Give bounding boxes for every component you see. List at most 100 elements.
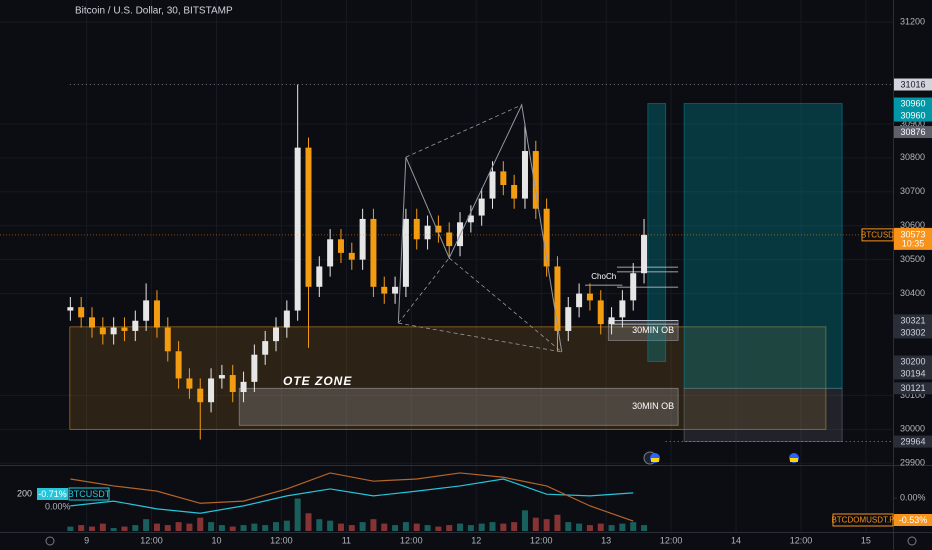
zone [647,103,667,362]
y-tick-label: 31200 [900,16,925,26]
y-tick-label: 30500 [900,254,925,264]
x-tick-label: 11 [342,535,351,545]
x-tick-label: 12:00 [140,535,163,545]
log-icon-ring [907,536,917,546]
volume-bar [619,523,626,531]
volume-bar [370,519,377,531]
candle-body [305,147,312,287]
candle-body [132,320,139,331]
x-tick-label: 12:00 [530,535,553,545]
legend-name: BTCUSDT [68,489,111,499]
volume-bar [381,523,388,531]
candle-body [240,381,247,393]
y-tick-label: 30400 [900,288,925,298]
candle-body [218,375,225,379]
event-icon[interactable] [643,451,660,465]
candle-body [164,327,171,352]
x-tick-label: 12 [471,535,481,545]
candle-body [110,327,117,335]
price-badge-bg [894,355,932,368]
volume-bar [251,523,258,531]
volume-bar [608,525,615,531]
change-badge-bg [894,514,932,526]
volume-bar [110,528,117,531]
volume-bar [457,523,464,531]
candle-body [381,286,388,294]
candle-body [121,327,128,331]
pattern-line [397,103,563,353]
candle-body [99,327,106,335]
event-icon-flag-band [790,458,798,462]
level-label: ChoCh [591,272,616,281]
volume-bar [489,522,496,531]
price-badge-bg [894,78,932,91]
candle-body [89,317,96,328]
volume-bar [565,522,572,531]
price-badge-bg [894,126,932,139]
volume-bar [641,525,648,531]
y-tick-label: 30700 [900,186,925,196]
volume-bar [348,525,355,531]
volume-bar [262,525,269,531]
candle-body [413,218,420,240]
candle-body [489,171,496,199]
volume-bar [392,525,399,531]
event-icon[interactable] [789,453,799,463]
volume-bar [359,522,366,531]
volume-bar [435,526,442,531]
log-icon[interactable] [907,536,917,546]
candle-body [327,239,334,267]
zone-label: 30MIN OB [632,325,674,335]
volume-bar [630,522,637,531]
volume-bar [164,525,171,531]
candle-body [467,215,474,223]
legend-badge-bg [68,487,110,501]
zone [238,387,679,426]
candle-body [262,341,269,355]
volume-bar [240,525,247,531]
volume-bar [316,519,323,531]
symbol-badge-bg [861,228,894,242]
price-badge: 30960 [900,110,925,120]
candle-body [608,317,615,325]
x-tick-label: 15 [861,535,871,545]
price-badge: 30194 [900,368,925,378]
volume-bar [99,523,106,531]
zone [683,387,843,442]
settings-icon[interactable] [45,536,55,546]
y-tick-label: 30600 [900,220,925,230]
indicator-length: 200 [17,488,32,498]
x-tick-label: 10 [211,535,221,545]
candle-body [186,378,193,389]
price-badge: 30200 [900,356,925,366]
candle-body [359,218,366,260]
x-tick-label: 12:00 [660,535,683,545]
volume-bar [132,525,139,531]
price-badge-bg [894,314,932,327]
volume-bar [500,523,507,531]
indicator-line [70,478,634,514]
volume-bar [576,523,583,531]
volume-bar [478,523,485,531]
settings-icon-ring [45,536,55,546]
candle-body [435,225,442,233]
volume-bar [67,526,74,531]
volume-bar [511,522,518,531]
volume-bar [186,523,193,531]
price-badge: 30876 [900,127,925,137]
volume-bar [121,526,128,531]
y-tick-label: 29900 [900,458,925,468]
axes: 9 12:00 10 12:00 11 12:00 12 12:00 13 12:00 14 12:0… [17,16,932,545]
candle-body [316,266,323,287]
volume-bar [521,510,528,531]
indicator-pane [67,472,648,531]
volume-bar [424,525,431,531]
candle-body [543,208,550,267]
y-tick-label: 30800 [900,152,925,162]
price-badge-bg [894,326,932,339]
y-tick-label: 30900 [900,118,925,128]
x-tick-label: 12:00 [790,535,813,545]
last-price-bg [894,227,932,250]
